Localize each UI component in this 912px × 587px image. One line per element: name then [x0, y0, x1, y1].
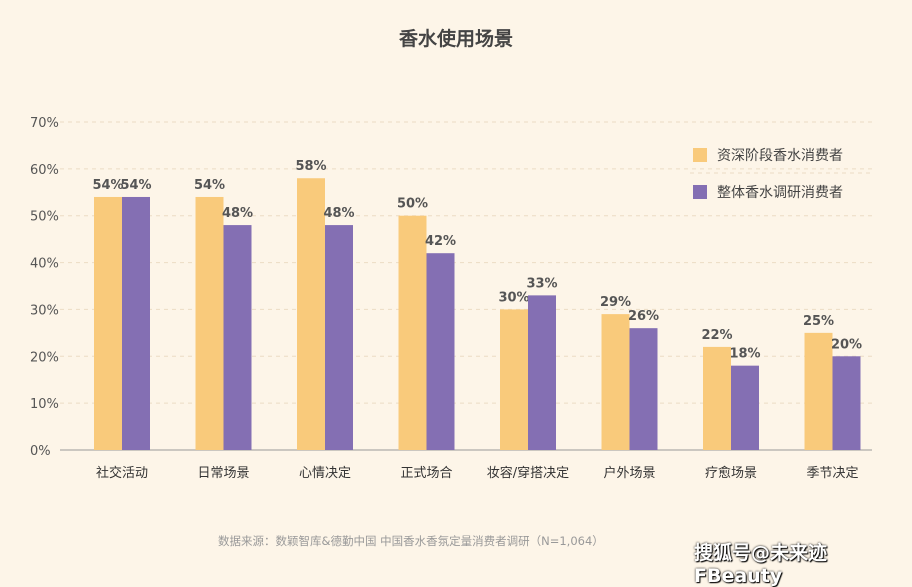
y-tick-label: 50% — [30, 210, 59, 225]
legend-label: 整体香水调研消费者 — [717, 185, 843, 201]
bar — [398, 215, 427, 450]
x-tick-label: 疗愈场景 — [705, 466, 757, 481]
data-label: 50% — [397, 197, 428, 212]
y-tick-label: 20% — [30, 350, 59, 365]
data-label: 58% — [295, 159, 326, 174]
bar-chart: 香水使用场景0%10%20%30%40%50%60%70%54%54%社交活动5… — [30, 28, 872, 548]
legend-swatch — [693, 185, 707, 199]
bar — [703, 346, 731, 450]
x-tick-label: 日常场景 — [197, 466, 249, 481]
data-label: 54% — [120, 178, 151, 193]
x-tick-label: 正式场合 — [400, 466, 452, 481]
data-label: 54% — [92, 178, 123, 193]
data-label: 30% — [498, 290, 529, 305]
source-note: 数据来源：数颖智库&德勤中国 中国香水香氛定量消费者调研（N=1,064） — [218, 534, 604, 548]
x-tick-label: 妆容/穿搭决定 — [487, 465, 569, 481]
bar — [297, 178, 325, 450]
bar — [832, 356, 861, 450]
y-tick-label: 10% — [30, 397, 59, 412]
y-tick-label: 0% — [30, 444, 51, 459]
x-tick-label: 社交活动 — [96, 465, 148, 481]
data-label: 18% — [729, 347, 760, 362]
bar — [731, 365, 759, 450]
bar — [629, 328, 658, 450]
bar — [122, 196, 150, 450]
data-label: 48% — [222, 206, 253, 221]
watermark: 搜狐号@未来迹FBeauty — [694, 542, 828, 587]
data-label: 26% — [628, 309, 659, 324]
data-label: 48% — [323, 206, 354, 221]
bar — [94, 196, 122, 450]
legend-label: 资深阶段香水消费者 — [717, 148, 843, 164]
data-label: 20% — [831, 337, 862, 352]
bar — [223, 225, 252, 450]
chart-title: 香水使用场景 — [398, 28, 513, 50]
x-tick-label: 心情决定 — [299, 466, 351, 481]
bar — [601, 314, 630, 450]
bar — [500, 309, 528, 450]
bar — [195, 196, 224, 450]
bar — [325, 225, 353, 450]
data-label: 25% — [803, 314, 834, 329]
y-tick-label: 30% — [30, 303, 59, 318]
y-tick-label: 70% — [30, 116, 59, 131]
bar — [804, 332, 833, 450]
bar — [528, 295, 556, 450]
x-tick-label: 季节决定 — [806, 466, 858, 481]
legend-swatch — [693, 148, 707, 162]
data-label: 42% — [425, 234, 456, 249]
data-label: 22% — [701, 328, 732, 343]
x-tick-label: 户外场景 — [603, 465, 655, 481]
data-label: 54% — [194, 178, 225, 193]
bar — [426, 253, 455, 450]
data-label: 29% — [600, 295, 631, 310]
y-tick-label: 40% — [30, 257, 59, 272]
data-label: 33% — [526, 276, 557, 291]
y-tick-label: 60% — [30, 163, 59, 178]
